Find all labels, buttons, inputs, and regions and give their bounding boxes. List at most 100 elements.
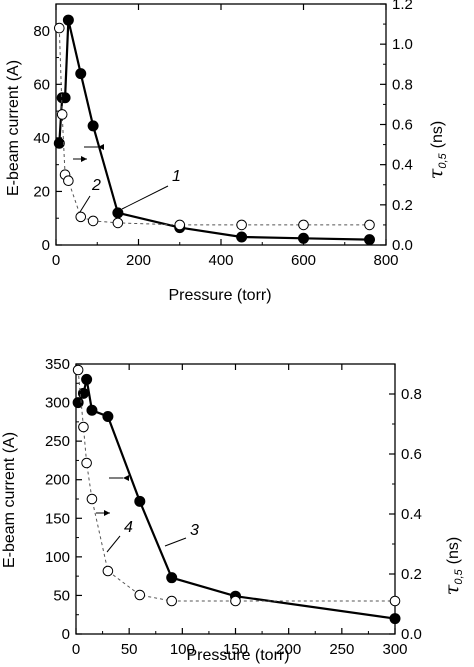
top-chart-panel: Pressure (torr) E-beam current (A) τ0,5 (…: [5, 0, 449, 304]
top-curve-label-dashed-leader: [79, 195, 91, 213]
top-series-1-point: [87, 120, 99, 132]
bottom-series-4-point: [166, 595, 177, 607]
bottom-y2-tick-label: 0.6: [401, 446, 422, 463]
bottom-right-y-axis-label: τ0,5 (ns): [441, 537, 465, 595]
top-y-tick-label: 20: [33, 183, 50, 200]
top-y2-tick-label: 0.6: [392, 117, 413, 134]
top-left-y-axis-label: E-beam current (A): [5, 60, 22, 196]
top-series-2-point: [298, 219, 309, 231]
top-y-tick-label: 40: [33, 130, 50, 147]
bottom-y2-tick-label: 0.0: [401, 626, 422, 643]
bottom-y2-tick-label: 0.2: [401, 566, 422, 583]
bottom-x-tick-label: 100: [170, 641, 195, 658]
top-series-1-point: [236, 231, 248, 243]
top-series-1-point: [364, 234, 375, 246]
bottom-series-4-point: [78, 421, 89, 433]
bottom-series-4-point: [86, 493, 98, 505]
top-series-1-point: [298, 232, 309, 244]
top-y-tick-label: 0: [42, 237, 50, 254]
tau-unit: (ns): [445, 537, 462, 565]
tau-subscript: 0,5: [437, 152, 449, 168]
top-series-2-point: [75, 211, 87, 223]
bottom-y-tick-label: 50: [53, 587, 70, 604]
top-right-y-axis-label: τ0,5 (ns): [425, 121, 449, 179]
bottom-x-tick-label: 50: [121, 641, 138, 658]
top-series-2-point: [54, 22, 65, 34]
top-series-2-line: [58, 28, 370, 226]
bottom-x-tick-label: 300: [382, 641, 407, 658]
top-y-tick-label: 60: [33, 76, 50, 93]
bottom-x-tick-label: 150: [223, 641, 248, 658]
bottom-y-tick-label: 350: [45, 356, 70, 373]
top-series-1-line: [58, 19, 370, 241]
bottom-y2-tick-label: 0.4: [401, 506, 422, 523]
bottom-y2-tick-label: 0.8: [401, 386, 422, 403]
top-series-1-point: [59, 92, 71, 104]
top-y-tick-label: 80: [33, 23, 50, 40]
top-series-2-point: [236, 219, 247, 231]
top-series-2-point: [364, 219, 375, 231]
top-y2-tick-label: 0.0: [392, 237, 413, 254]
top-x-tick-label: 600: [291, 252, 316, 269]
top-right-axis-arrow-head: [81, 156, 87, 162]
bottom-right-axis-arrow-head: [104, 510, 110, 516]
bottom-left-y-axis-label: E-beam current (A): [1, 432, 18, 568]
bottom-series-3-point: [166, 572, 178, 584]
bottom-series-4-line: [77, 369, 395, 602]
top-y2-tick-label: 0.2: [392, 197, 413, 214]
top-curve-label-dashed: 2: [91, 177, 101, 194]
bottom-series-3-point: [86, 404, 98, 416]
bottom-curve-label-solid-leader: [164, 537, 187, 547]
top-x-tick-label: 400: [208, 252, 233, 269]
tau-unit: (ns): [429, 121, 446, 149]
tau-symbol: τ: [425, 168, 447, 179]
bottom-series-3-line: [77, 379, 396, 620]
bottom-series-4-point: [81, 457, 92, 469]
bottom-series-3-point: [134, 495, 146, 507]
bottom-y-tick-label: 150: [45, 510, 70, 527]
tau-symbol: τ: [441, 584, 463, 595]
top-series-1-point: [75, 68, 87, 80]
top-series-1-point: [53, 137, 65, 149]
top-x-axis-label: Pressure (torr): [168, 287, 271, 304]
bottom-x-axis-label: Pressure (torr): [186, 647, 289, 664]
bottom-chart-panel: Pressure (torr) E-beam current (A) τ0,5 (…: [1, 356, 465, 664]
top-x-tick-label: 200: [126, 252, 151, 269]
bottom-series-4-point: [230, 595, 241, 607]
bottom-curve-label-dashed-leader: [106, 535, 121, 553]
bottom-series-3-point: [102, 410, 114, 422]
top-x-tick-label: 800: [373, 252, 398, 269]
bottom-x-tick-label: 0: [72, 641, 80, 658]
bottom-series-4-point: [389, 595, 401, 607]
top-y2-tick-label: 1.0: [392, 36, 413, 53]
top-curve-label-solid-leader: [121, 185, 169, 210]
top-x-tick-label: 0: [52, 252, 60, 269]
top-y2-tick-label: 0.8: [392, 76, 413, 93]
top-plot-frame: [55, 3, 387, 246]
top-left-axis-arrow-head: [98, 144, 104, 150]
top-series-2-point: [174, 219, 186, 231]
top-series-2-point: [56, 109, 68, 120]
bottom-y-tick-label: 100: [45, 549, 70, 566]
bottom-series-4-point: [102, 565, 114, 577]
bottom-series-4-point: [72, 364, 84, 376]
top-series-2-point: [63, 175, 74, 187]
bottom-y-tick-label: 250: [45, 433, 70, 450]
bottom-series-3-point: [389, 613, 401, 625]
top-y2-tick-label: 0.4: [392, 157, 413, 174]
bottom-curve-label-solid: 3: [190, 522, 199, 539]
bottom-x-tick-label: 200: [276, 641, 301, 658]
bottom-y-tick-label: 300: [45, 395, 70, 412]
bottom-curve-label-dashed: 4: [124, 519, 133, 536]
top-series-1-point: [62, 14, 74, 26]
bottom-series-3-point: [81, 373, 93, 385]
tau-subscript: 0,5: [453, 568, 465, 584]
top-series-2-point: [87, 215, 99, 227]
bottom-y-tick-label: 200: [45, 472, 70, 489]
bottom-left-axis-arrow-head: [123, 475, 129, 481]
bottom-x-tick-label: 250: [329, 641, 354, 658]
bottom-y-tick-label: 0: [62, 626, 70, 643]
bottom-series-4-point: [134, 589, 146, 601]
top-series-2-point: [112, 217, 124, 229]
